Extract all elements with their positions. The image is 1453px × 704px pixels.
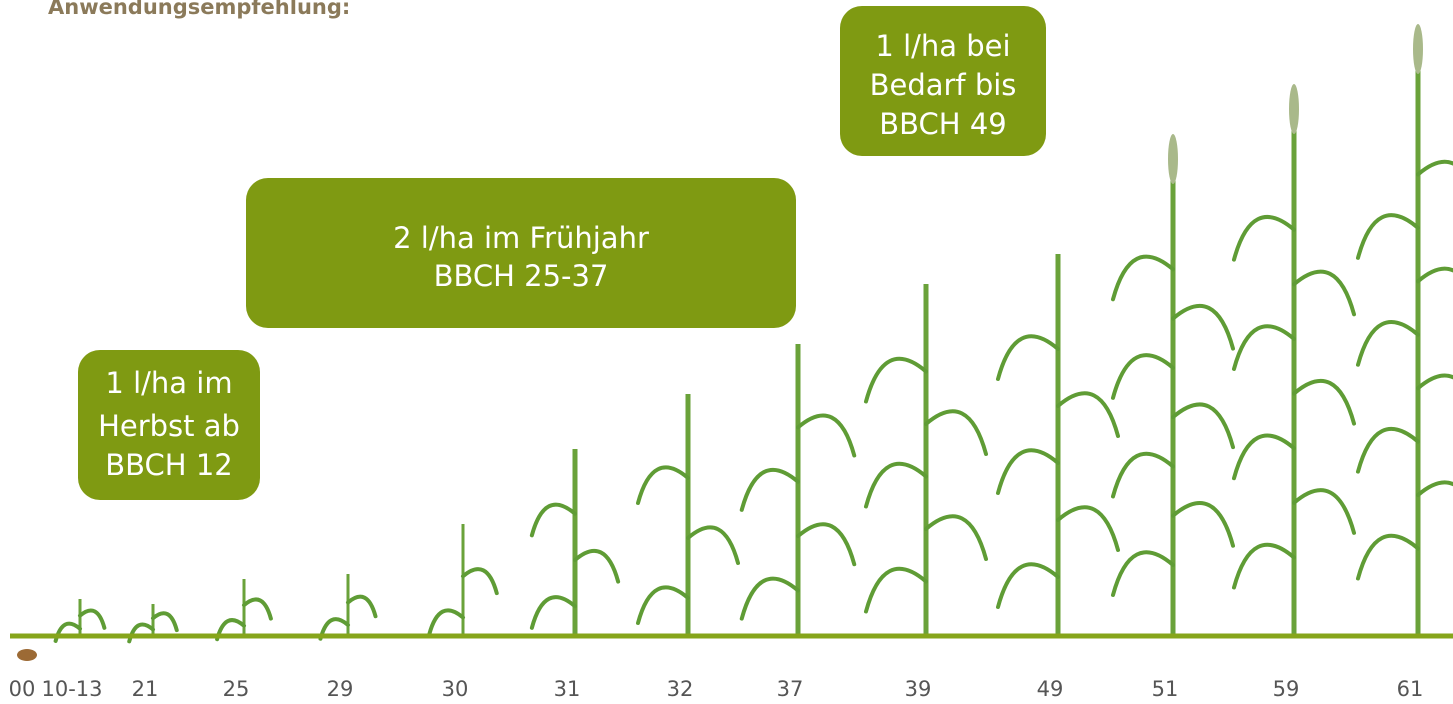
plant-leaf [1294, 490, 1354, 533]
plant-leaf [1173, 404, 1233, 447]
plant-leaf [1234, 326, 1294, 369]
plant-leaf [575, 551, 618, 582]
plant-ear [1168, 134, 1178, 184]
plant-leaf [1418, 375, 1453, 418]
plant-leaf [429, 610, 463, 634]
plant-leaf [998, 564, 1058, 607]
plant-leaf [348, 597, 376, 617]
plant-leaf [1234, 545, 1294, 588]
plant-ear [1413, 24, 1423, 74]
stage-label: 49 [1037, 677, 1064, 701]
plants [56, 24, 1453, 641]
recommendation-box: 1 l/ha im Herbst ab BBCH 12 [78, 350, 260, 500]
plant-leaf [1234, 217, 1294, 260]
plant-leaf [742, 579, 798, 619]
plant-leaf [153, 613, 177, 630]
plant [217, 579, 271, 639]
plant-leaf [866, 359, 926, 402]
plant-leaf [926, 516, 986, 559]
stage-label: 25 [223, 677, 250, 701]
plant-leaf [1058, 393, 1118, 436]
recommendation-box: 1 l/ha bei Bedarf bis BBCH 49 [840, 6, 1046, 156]
stage-label: 39 [905, 677, 932, 701]
plant-leaf [1113, 454, 1173, 497]
plant-leaf [638, 587, 688, 623]
plant [742, 344, 855, 634]
plant-leaf [1418, 162, 1453, 205]
box-text: 1 l/ha bei [875, 29, 1010, 63]
plant-leaf [926, 411, 986, 454]
box-text: Herbst ab [98, 409, 240, 443]
stage-label: 37 [777, 677, 804, 701]
diagram: Anwendungsempfehlung: 1 l/ha im Herbst ab… [0, 0, 1453, 704]
box-text: BBCH 49 [879, 107, 1006, 141]
plant [1358, 24, 1453, 634]
plant-leaf [1358, 536, 1418, 579]
plant [1234, 84, 1354, 634]
plant-leaf [1173, 503, 1233, 546]
plant-leaf [1113, 552, 1173, 595]
plant-leaf [532, 505, 575, 536]
plant-leaf [463, 569, 497, 593]
stage-label: 31 [554, 677, 581, 701]
box-text: Bedarf bis [870, 68, 1017, 102]
plant-leaf [1358, 429, 1418, 472]
plant-leaf [998, 450, 1058, 493]
plant-leaf [1358, 322, 1418, 365]
plant [998, 254, 1118, 634]
plant-leaf [129, 624, 153, 641]
plant-leaf [80, 610, 104, 627]
plant [429, 524, 497, 634]
plant-leaf [1418, 269, 1453, 312]
plant-leaf [998, 336, 1058, 379]
box-text: BBCH 12 [105, 448, 232, 482]
recommendation-box: 2 l/ha im Frühjahr BBCH 25-37 [246, 178, 796, 328]
box-text: BBCH 25-37 [434, 259, 609, 293]
box-text: 1 l/ha im [105, 366, 232, 400]
plant-leaf [798, 524, 854, 564]
plant [638, 394, 738, 634]
plant [321, 574, 376, 639]
stage-label: 00 [9, 677, 36, 701]
seed [17, 649, 37, 661]
plant-leaf [798, 415, 854, 455]
stage-label: 59 [1273, 677, 1300, 701]
stage-label: 29 [327, 677, 354, 701]
plant-leaf [866, 464, 926, 507]
plant-leaf [1294, 381, 1354, 424]
plant-leaf [688, 527, 738, 563]
header-title: Anwendungsempfehlung: [48, 0, 350, 19]
stage-label: 61 [1397, 677, 1424, 701]
plant-leaf [866, 569, 926, 612]
plant-ear [1289, 84, 1299, 134]
plant-leaf [244, 599, 271, 618]
box-text: 2 l/ha im Frühjahr [393, 221, 649, 255]
stage-label: 32 [667, 677, 694, 701]
stage-label: 21 [132, 677, 159, 701]
plant-leaf [742, 470, 798, 510]
plant-leaf [1358, 215, 1418, 258]
stage-label: 30 [442, 677, 469, 701]
plant [532, 449, 618, 634]
plant-leaf [1113, 257, 1173, 300]
plant-leaf [1294, 272, 1354, 315]
plant [866, 284, 986, 634]
plant-leaf [1234, 436, 1294, 479]
plant [1113, 134, 1233, 634]
stage-label: 10-13 [41, 677, 102, 701]
plant-leaf [1173, 306, 1233, 349]
plant-leaf [1113, 355, 1173, 398]
plant-leaf [1058, 507, 1118, 550]
stage-label: 51 [1152, 677, 1179, 701]
plant-leaf [638, 467, 688, 503]
plant-leaf [1418, 482, 1453, 525]
plant-leaf [532, 597, 575, 628]
